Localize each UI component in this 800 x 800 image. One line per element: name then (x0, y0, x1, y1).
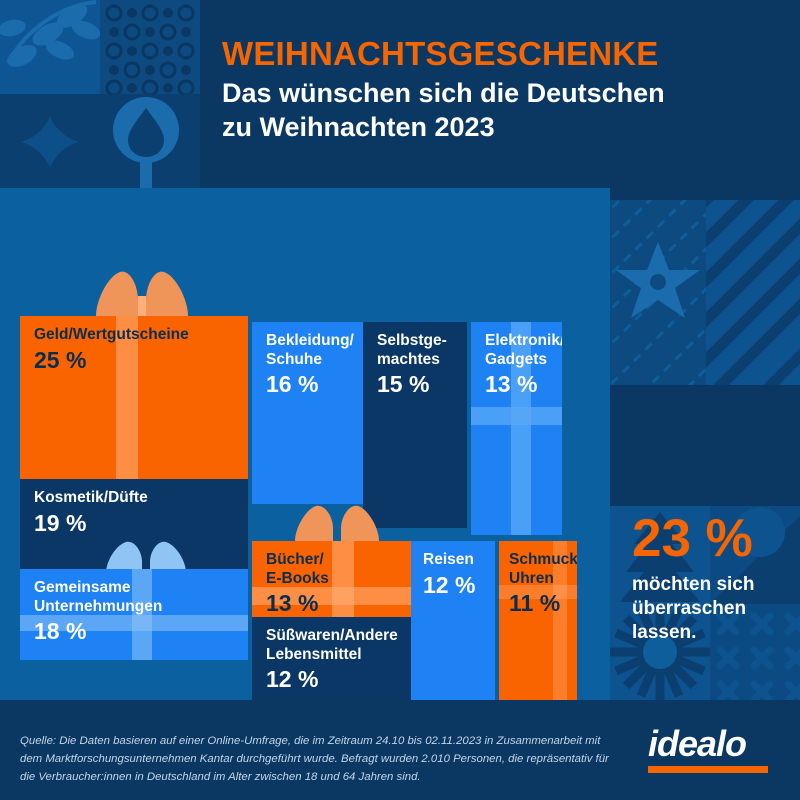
decorative-pattern-right (610, 188, 800, 700)
idealo-logo-underline (648, 766, 768, 773)
christmas-tree-icon (610, 506, 710, 604)
candle-icon (100, 94, 200, 188)
treemap-cell-buecher[interactable]: Bücher/E-Books 13 % (252, 541, 411, 617)
treemap-cell-gemeinsame[interactable]: Gemeinsame Unternehmungen 18 % (20, 569, 248, 660)
treemap-cell-geld-value: 25 % (34, 346, 87, 373)
treemap-cell-selbstgemachtes-value: 15 % (377, 371, 430, 398)
treemap-cell-reisen-label: Reisen (423, 551, 474, 568)
four-petal-flower-icon (0, 94, 100, 188)
treemap-cell-bekleidung-label: Bekleidung/Schuhe (266, 332, 354, 368)
callout-description: möchten sich überraschen lassen. (632, 573, 792, 644)
treemap-cell-reisen-value: 12 % (423, 571, 476, 598)
leaf-branch-icon (0, 0, 100, 94)
treemap-cell-geld[interactable]: Geld/Wertgutscheine 25 % (20, 316, 248, 479)
treemap-cell-suesswaren[interactable]: Süßwaren/Andere Lebensmittel 12 % (252, 617, 411, 710)
treemap-cell-schmuck[interactable]: Schmuck/Uhren 11 % (499, 541, 577, 710)
gift-bow-geld-icon (92, 270, 192, 316)
treemap-cell-selbstgemachtes[interactable]: Selbstge-machtes 15 % (363, 322, 467, 528)
decorative-pattern-top-left (0, 0, 200, 188)
chart-stage: 23 % möchten sich überraschen lassen. (0, 188, 800, 710)
treemap-cell-schmuck-label: Schmuck/Uhren (509, 551, 577, 587)
idealo-logo[interactable]: idealo (648, 726, 774, 773)
treemap-cell-bekleidung-value: 16 % (266, 371, 319, 398)
page-title: Das wünschen sich die Deutschen zu Weihn… (222, 76, 782, 145)
page-title-line1: Das wünschen sich die Deutschen (222, 77, 665, 108)
treemap-chart: Geld/Wertgutscheine 25 % Kosmetik/Düfte … (20, 271, 590, 710)
treemap-cell-selbstgemachtes-label: Selbstge-machtes (377, 332, 447, 368)
title-block: WEIHNACHTSGESCHENKE Das wünschen sich di… (222, 36, 782, 145)
treemap-cell-kosmetik-value: 19 % (34, 509, 87, 536)
treemap-cell-geld-label: Geld/Wertgutscheine (34, 326, 189, 343)
treemap-cell-schmuck-value: 11 % (509, 590, 561, 617)
treemap-cell-buecher-value: 13 % (266, 590, 319, 617)
treemap-cell-elektronik-value: 13 % (485, 371, 538, 398)
x-grid-tile (710, 604, 800, 700)
circle-diagonal-tile (710, 506, 800, 604)
page-title-line2: zu Weihnachten 2023 (222, 112, 495, 143)
treemap-cell-suesswaren-label: Süßwaren/Andere Lebensmittel (266, 627, 398, 663)
callout-line3: lassen. (632, 621, 697, 643)
treemap-cell-elektronik[interactable]: Elektronik/Gadgets 13 % (471, 322, 562, 535)
treemap-cell-bekleidung[interactable]: Bekleidung/Schuhe 16 % (252, 322, 363, 504)
diagonal-stripes-tile (706, 200, 800, 385)
treemap-cell-reisen[interactable]: Reisen 12 % (411, 541, 495, 710)
page-eyebrow: WEIHNACHTSGESCHENKE (222, 35, 659, 72)
callout-block: 23 % möchten sich überraschen lassen. (632, 512, 792, 644)
circle-grid-icon (100, 0, 200, 94)
idealo-logo-wordmark: idealo (648, 723, 747, 764)
callout-value: 23 % (632, 509, 753, 568)
star-pattern-tile (610, 200, 706, 385)
treemap-cell-gemeinsame-value: 18 % (34, 618, 87, 645)
callout-line2: überraschen (632, 597, 747, 619)
sunburst-icon (610, 604, 710, 700)
source-note: Quelle: Die Daten basieren auf einer Onl… (20, 735, 609, 783)
treemap-cell-kosmetik[interactable]: Kosmetik/Düfte 19 % (20, 479, 248, 569)
callout-line1: möchten sich (632, 574, 755, 595)
treemap-cell-elektronik-label: Elektronik/Gadgets (485, 332, 562, 368)
treemap-cell-kosmetik-label: Kosmetik/Düfte (34, 489, 148, 506)
treemap-cell-suesswaren-value: 12 % (266, 666, 319, 693)
treemap-cell-gemeinsame-label: Gemeinsame Unternehmungen (34, 579, 163, 615)
footer-band: Quelle: Die Daten basieren auf einer Onl… (0, 700, 800, 800)
treemap-cell-buecher-label: Bücher/E-Books (266, 551, 329, 587)
